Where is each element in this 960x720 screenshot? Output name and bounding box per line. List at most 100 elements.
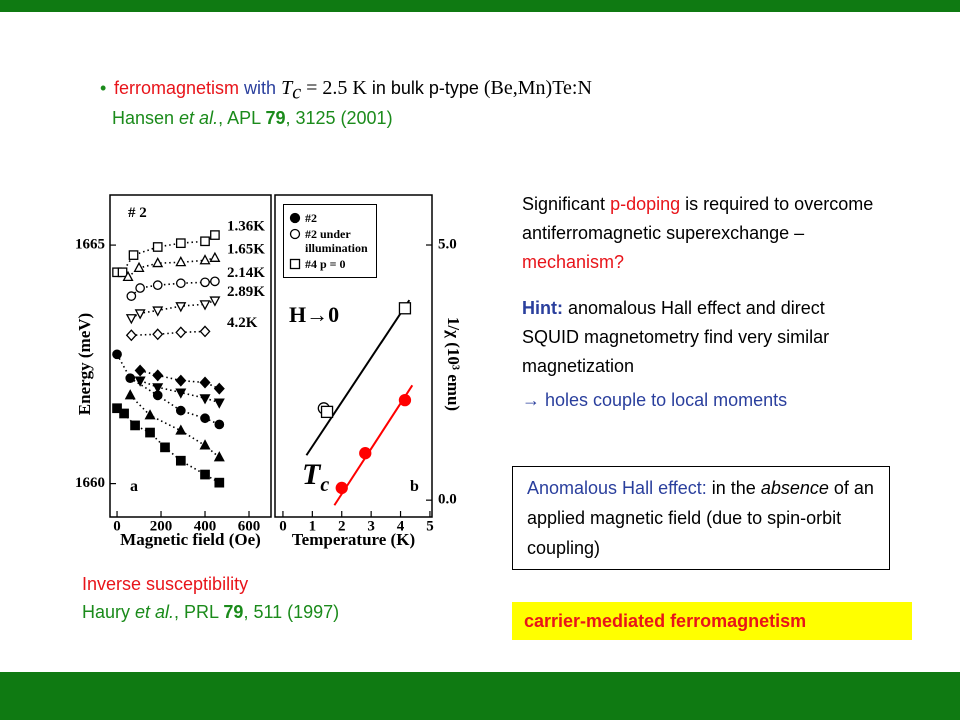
annotation-main: T bbox=[302, 458, 322, 491]
data-point bbox=[199, 300, 211, 311]
data-point bbox=[175, 388, 187, 399]
data-point bbox=[152, 306, 164, 317]
x-tick-label: 4 bbox=[397, 518, 405, 534]
bottom-bar bbox=[0, 672, 960, 720]
data-point bbox=[175, 326, 187, 339]
data-point bbox=[125, 314, 137, 325]
text: in bulk p-type bbox=[366, 78, 484, 98]
plot-frame bbox=[274, 194, 433, 518]
data-point bbox=[289, 212, 301, 224]
data-point bbox=[320, 405, 334, 419]
data-point bbox=[175, 238, 186, 249]
text: T bbox=[281, 77, 293, 99]
data-point bbox=[200, 277, 210, 288]
data-point bbox=[213, 451, 225, 462]
data-point bbox=[199, 394, 211, 405]
data-point bbox=[209, 296, 221, 307]
x-tick-label: 2 bbox=[338, 518, 346, 534]
y-tick-label: 0.0 bbox=[438, 492, 457, 508]
legend-entry: #4 p = 0 bbox=[287, 257, 373, 271]
panel-label: a bbox=[130, 478, 138, 495]
text: Anomalous Hall effect: bbox=[527, 478, 707, 498]
data-point bbox=[119, 408, 129, 419]
data-point bbox=[210, 276, 220, 287]
text: anomalous Hall effect and direct SQUID m… bbox=[522, 298, 835, 376]
bullet: ferromagnetism with Tc = 2.5 K in bulk p… bbox=[100, 74, 592, 108]
x-tick-label: 1 bbox=[309, 518, 317, 534]
data-point bbox=[152, 383, 164, 394]
annotation-sub: c bbox=[320, 474, 329, 496]
data-point bbox=[135, 283, 145, 293]
x-axis-label: Magnetic field (Oe) bbox=[120, 530, 261, 549]
data-point bbox=[209, 251, 221, 262]
legend-label: #4 p = 0 bbox=[305, 257, 346, 271]
legend-label: #2 bbox=[305, 211, 317, 225]
data-point bbox=[125, 373, 136, 384]
series-label: 2.89K bbox=[227, 284, 265, 300]
data-point bbox=[152, 257, 164, 268]
x-tick-label: 5 bbox=[426, 518, 434, 534]
text: Significant bbox=[522, 194, 611, 214]
x-tick-label: 200 bbox=[150, 518, 173, 534]
annotation: H→0 bbox=[289, 302, 339, 327]
data-point bbox=[175, 405, 186, 416]
text: et al. bbox=[135, 602, 175, 622]
text: c bbox=[292, 81, 302, 104]
text: , APL bbox=[218, 108, 266, 128]
series-line bbox=[131, 330, 206, 337]
series-label: 1.36K bbox=[227, 219, 265, 235]
data-point bbox=[200, 469, 210, 480]
series-line bbox=[129, 394, 220, 458]
panel-label: b bbox=[410, 478, 419, 495]
data-point bbox=[214, 477, 225, 488]
definition-box: Anomalous Hall effect: in the absence of… bbox=[512, 466, 890, 570]
highlight: carrier-mediated ferromagnetism bbox=[512, 602, 912, 640]
annotation: Tc bbox=[302, 458, 329, 496]
data-point bbox=[175, 455, 186, 466]
legend-icon bbox=[289, 212, 301, 224]
data-point bbox=[152, 390, 163, 401]
paragraph: Significant p-doping is required to over… bbox=[522, 190, 884, 277]
text: et al. bbox=[179, 108, 219, 128]
citation: Hansen et al., APL 79, 3125 (2001) bbox=[112, 104, 393, 133]
data-point bbox=[289, 228, 301, 240]
data-point bbox=[145, 427, 155, 438]
hint: Hint: anomalous Hall effect and direct S… bbox=[522, 294, 884, 381]
data-point bbox=[125, 329, 137, 342]
top-bar bbox=[0, 0, 960, 12]
y-tick-label: 5.0 bbox=[438, 236, 457, 252]
text: (Be,Mn)Te:N bbox=[483, 77, 592, 99]
data-point bbox=[122, 270, 134, 282]
text: ferromagnetism bbox=[114, 78, 240, 98]
data-point bbox=[214, 419, 225, 430]
data-point bbox=[134, 376, 146, 387]
text: 79 bbox=[223, 602, 244, 622]
x-axis-label: Temperature (K) bbox=[292, 530, 415, 549]
data-point bbox=[335, 481, 348, 495]
text: absence bbox=[760, 478, 829, 498]
data-point bbox=[133, 261, 145, 272]
x-tick-label: 600 bbox=[238, 518, 261, 534]
data-point bbox=[175, 256, 187, 267]
data-point bbox=[213, 398, 225, 409]
figure-caption: Inverse susceptibility bbox=[82, 574, 249, 594]
series-line bbox=[139, 379, 220, 404]
data-point bbox=[152, 369, 164, 382]
text: p-doping bbox=[610, 194, 681, 214]
data-point bbox=[128, 250, 139, 260]
text: , PRL bbox=[174, 602, 224, 622]
text: , 511 (1997) bbox=[243, 602, 340, 622]
data-point bbox=[175, 424, 187, 435]
text: in the bbox=[706, 478, 761, 498]
data-point bbox=[199, 325, 211, 338]
text: = 2.5 K bbox=[301, 77, 367, 99]
conclusion: → holes couple to local moments bbox=[522, 390, 788, 410]
legend-label: #2 under illumination bbox=[305, 227, 368, 255]
y-tick-label: 1660 bbox=[75, 475, 105, 491]
data-point bbox=[117, 267, 128, 278]
data-point bbox=[130, 420, 140, 431]
text: Hansen bbox=[112, 108, 180, 128]
legend-icon bbox=[289, 228, 301, 240]
data-point bbox=[200, 236, 210, 247]
data-point bbox=[213, 382, 225, 395]
